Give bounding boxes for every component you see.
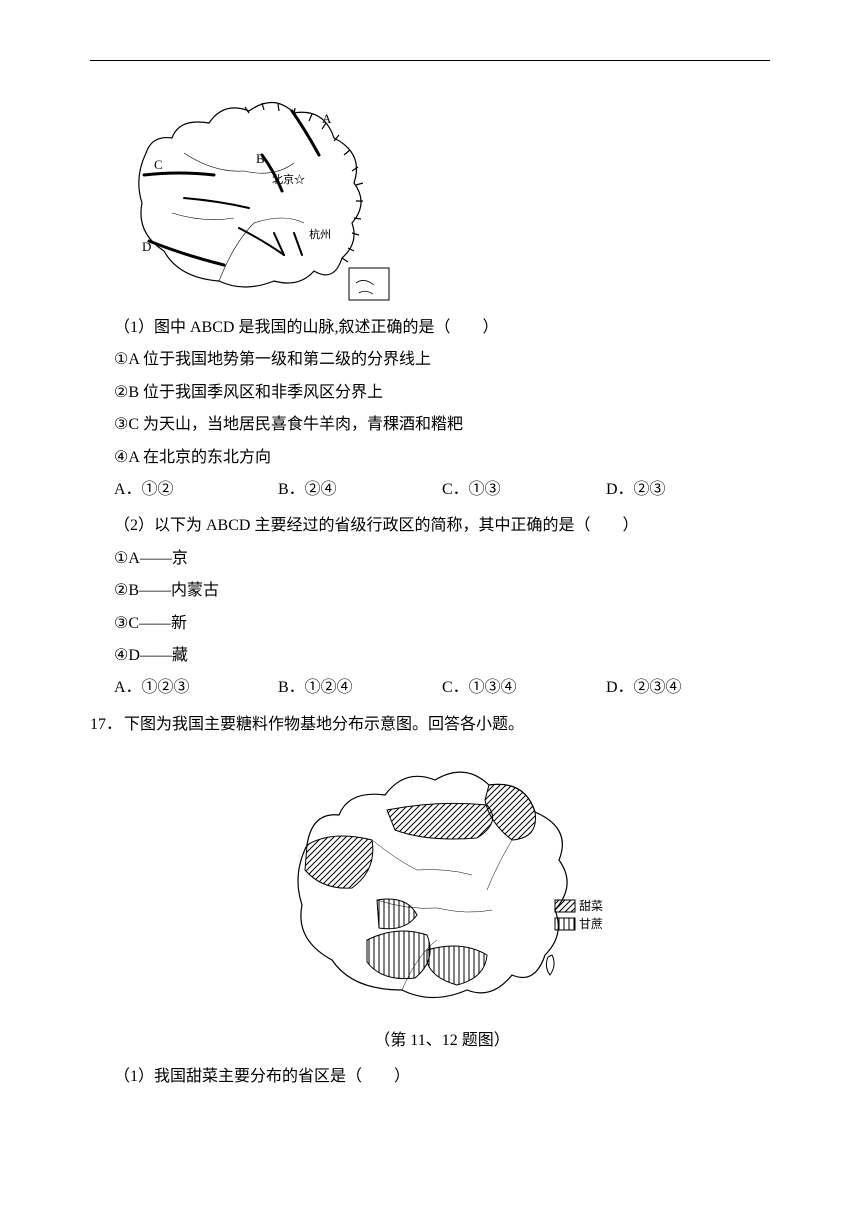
q17-intro: 下图为我国主要糖料作物基地分布示意图。回答各小题。 [124, 716, 524, 733]
q17-intro-line: 17．下图为我国主要糖料作物基地分布示意图。回答各小题。 [90, 710, 770, 740]
q16-1-opt2: ②B 位于我国季风区和非季风区分界上 [114, 378, 770, 408]
question-16: A B C D 北京☆ 杭州 （1）图中 ABCD 是我国的山脉,叙述正确的是（… [90, 83, 770, 704]
q16-2-stem: （2）以下为 ABCD 主要经过的省级行政区的简称，其中正确的是（ ） [114, 511, 770, 541]
legend-cane-label: 甘蔗 [579, 917, 603, 931]
q16-1-choice-c: C．①③ [442, 475, 606, 505]
q16-2-opt1: ①A——京 [114, 544, 770, 574]
map-label-b: B [256, 151, 265, 166]
q16-2-opt4: ④D——藏 [114, 641, 770, 671]
china-mountains-map: A B C D 北京☆ 杭州 [124, 83, 770, 303]
map-label-c: C [154, 157, 163, 172]
q16-1-choices: A．①② B．②④ C．①③ D．②③ [114, 475, 770, 505]
q16-1-opt4: ④A 在北京的东北方向 [114, 443, 770, 473]
q16-2-opt2: ②B——内蒙古 [114, 576, 770, 606]
q17-figure-caption: （第 11、12 题图） [374, 1026, 509, 1056]
map-label-hangzhou: 杭州 [309, 227, 331, 241]
q17-number: 17． [90, 710, 124, 740]
q16-2-choices: A．①②③ B．①②④ C．①③④ D．②③④ [114, 673, 770, 703]
map-label-d: D [142, 239, 151, 254]
q16-1-choice-a: A．①② [114, 475, 278, 505]
q16-2-choice-d: D．②③④ [606, 673, 770, 703]
q16-2-choice-b: B．①②④ [278, 673, 442, 703]
sugar-crops-map: 甜菜 甘蔗 （第 11、12 题图） [114, 750, 770, 1056]
legend-beet-label: 甜菜 [579, 899, 603, 913]
q16-1-opt3: ③C 为天山，当地居民喜食牛羊肉，青稞酒和糌粑 [114, 410, 770, 440]
question-17: 17．下图为我国主要糖料作物基地分布示意图。回答各小题。 [90, 710, 770, 1093]
q16-1-opt1: ①A 位于我国地势第一级和第二级的分界线上 [114, 345, 770, 375]
page-top-rule [90, 60, 770, 61]
map-label-beijing: 北京☆ [272, 172, 305, 186]
map-label-a: A [322, 111, 332, 126]
q16-1-choice-d: D．②③ [606, 475, 770, 505]
q17-1-stem: （1）我国甜菜主要分布的省区是（ ） [114, 1062, 770, 1092]
q16-1-choice-b: B．②④ [278, 475, 442, 505]
q16-1-stem: （1）图中 ABCD 是我国的山脉,叙述正确的是（ ） [114, 313, 770, 343]
q16-2-opt3: ③C——新 [114, 609, 770, 639]
q16-2-choice-a: A．①②③ [114, 673, 278, 703]
q16-2-choice-c: C．①③④ [442, 673, 606, 703]
